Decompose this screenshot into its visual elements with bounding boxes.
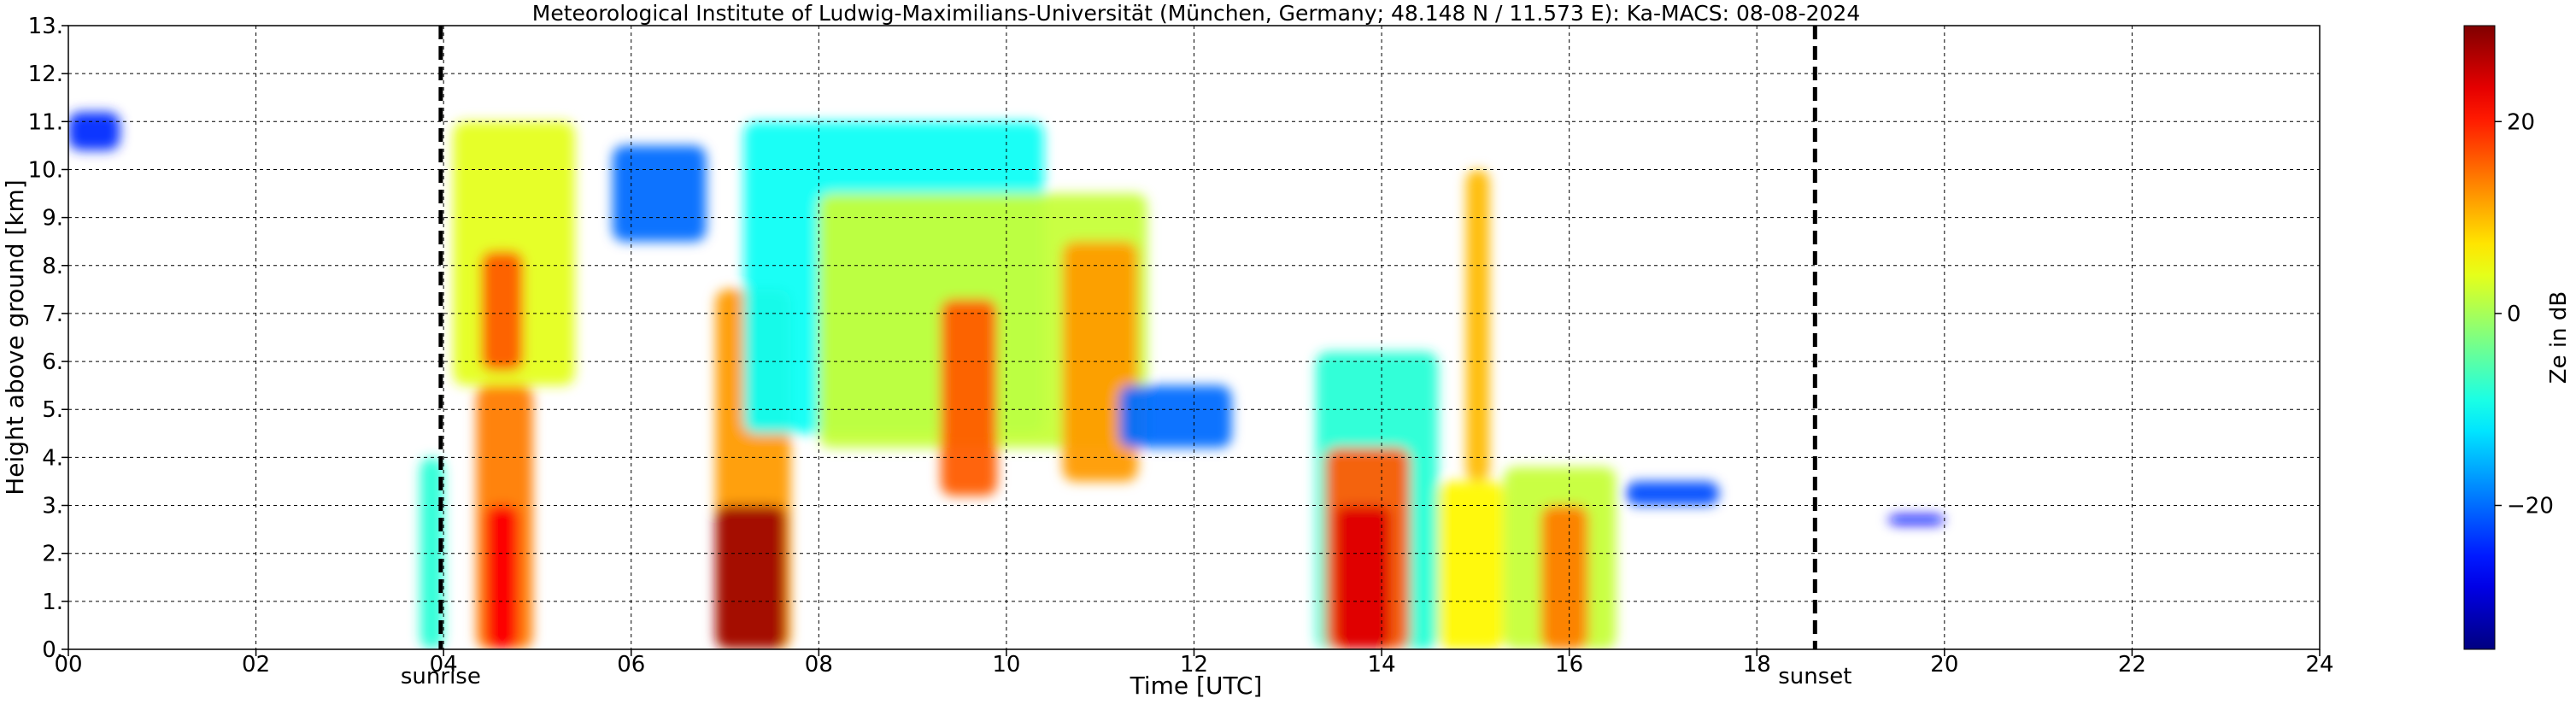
colorbar-label: Ze in dB <box>2546 291 2572 384</box>
x-tick-label-10: 20 <box>1930 652 1958 678</box>
x-tick-label-5: 10 <box>992 652 1020 678</box>
y-tick-label-2: 2. <box>42 542 63 567</box>
x-tick-label-7: 14 <box>1368 652 1396 678</box>
y-tick-label-6: 6. <box>42 349 63 375</box>
y-tick-label-12: 12. <box>28 62 63 87</box>
sunset-label: sunset <box>1778 664 1851 689</box>
y-tick-label-13: 13. <box>28 14 63 39</box>
x-tick-label-6: 12 <box>1180 652 1208 678</box>
colorbar-gradient <box>2463 25 2496 650</box>
colorbar-ticks: 20 0 −20 <box>2495 109 2554 519</box>
echo-region-21 <box>1625 481 1720 506</box>
x-tick-label-1: 02 <box>242 652 270 678</box>
echo-region-22 <box>1887 514 1945 525</box>
x-axis-label: Time [UTC] <box>1130 672 1263 700</box>
chart-title: Meteorological Institute of Ludwig-Maxim… <box>532 1 1860 26</box>
sun-markers <box>438 26 1817 649</box>
y-tick-label-1: 1. <box>42 590 63 615</box>
y-tick-label-8: 8. <box>42 254 63 279</box>
echo-region-17 <box>1437 481 1504 649</box>
colorbar-tick-label-0: 20 <box>2507 109 2535 135</box>
echo-region-5 <box>485 505 519 649</box>
echo-region-0 <box>68 112 120 150</box>
y-tick-label-9: 9. <box>42 206 63 232</box>
sunrise-label: sunrise <box>401 664 481 689</box>
colorbar-tick-label-2: −20 <box>2507 494 2554 519</box>
y-tick-label-7: 7. <box>42 302 63 327</box>
x-tick-label-3: 06 <box>617 652 645 678</box>
y-tick-label-5: 5. <box>42 397 63 423</box>
echo-region-18 <box>1465 169 1490 482</box>
echo-region-20 <box>1540 505 1588 649</box>
echo-region-6 <box>612 145 707 242</box>
x-tick-label-11: 22 <box>2118 652 2146 678</box>
colorbar-tick-label-1: 0 <box>2507 302 2521 327</box>
x-tick-label-9: 18 <box>1743 652 1771 678</box>
echo-region-16 <box>1335 505 1392 649</box>
echo-region-8 <box>715 505 786 649</box>
plot-background <box>68 26 2320 649</box>
x-tick-label-12: 24 <box>2305 652 2333 678</box>
echo-region-3 <box>481 250 524 372</box>
y-axis-ticks: 0. 1. 2. 3. 4. 5. 6. 7. 8. 9. 10. 11. 12. 13. <box>28 14 68 663</box>
echo-region-11 <box>941 299 997 496</box>
x-tick-label-2: 04 <box>430 652 458 678</box>
colorbar: 20 0 −20 Ze in dB <box>2463 25 2572 650</box>
y-tick-label-10: 10. <box>28 157 63 183</box>
y-tick-label-11: 11. <box>28 109 63 135</box>
sun-annotations: sunrise sunset <box>401 664 1852 689</box>
plot-area <box>67 25 2321 650</box>
y-tick-label-4: 4. <box>42 445 63 471</box>
x-tick-label-4: 08 <box>805 652 833 678</box>
y-axis-label: Height above ground [km] <box>1 179 29 496</box>
x-tick-label-0: 00 <box>54 652 82 678</box>
x-tick-label-8: 16 <box>1555 652 1583 678</box>
y-tick-label-3: 3. <box>42 494 63 519</box>
echo-region-13 <box>1118 385 1232 449</box>
x-axis-ticks: 00 02 04 06 08 10 12 14 16 18 20 22 24 <box>54 649 2334 678</box>
y-tick-label-0: 0. <box>42 637 63 663</box>
